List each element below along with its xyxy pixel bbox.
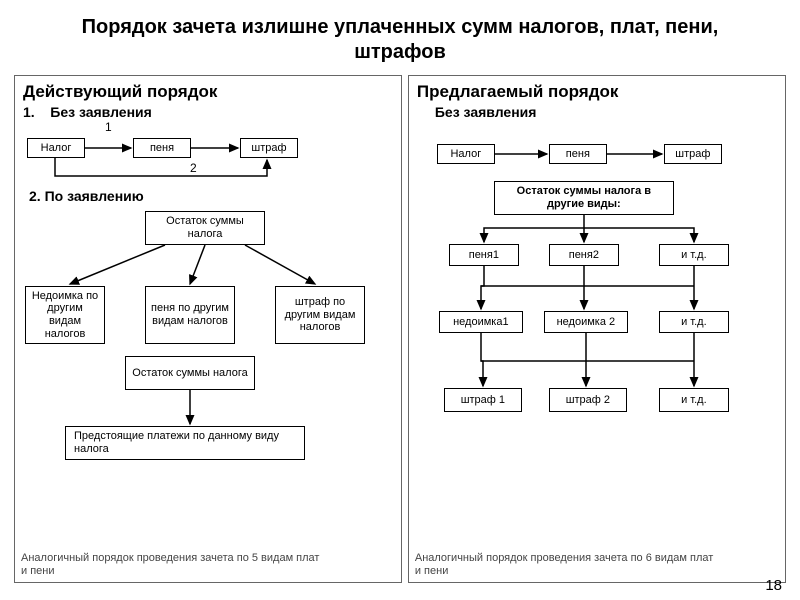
box-penalty: пеня [133, 138, 191, 158]
right-sub: Без заявления [435, 104, 777, 120]
r-box-remain-types: Остаток суммы налога в другие виды: [494, 181, 674, 215]
right-footer: Аналогичный порядок проведения зачета по… [415, 552, 715, 578]
left-footer: Аналогичный порядок проведения зачета по… [21, 552, 321, 578]
r-a1: недоимка1 [439, 311, 523, 333]
r-box-tax: Налог [437, 144, 495, 164]
r-p2: пеня2 [549, 244, 619, 266]
box-fine: штраф [240, 138, 298, 158]
box-penalty-other: пеня по другим видам налогов [145, 286, 235, 344]
r-box-penalty: пеня [549, 144, 607, 164]
label-2: 2 [190, 161, 197, 175]
panels-container: Действующий порядок 1. Без заявления Нал… [0, 75, 800, 583]
r-f3: и т.д. [659, 388, 729, 412]
left-heading: Действующий порядок [23, 82, 393, 102]
box-tax: Налог [27, 138, 85, 158]
r-f1: штраф 1 [444, 388, 522, 412]
page-number: 18 [765, 577, 782, 594]
r-f2: штраф 2 [549, 388, 627, 412]
box-remain: Остаток суммы налога [145, 211, 265, 245]
r-p1: пеня1 [449, 244, 519, 266]
right-panel: Предлагаемый порядок Без заявления Налог… [408, 75, 786, 583]
left-sub2: 2. По заявлению [29, 188, 144, 204]
r-a3: и т.д. [659, 311, 729, 333]
sub1-text: Без заявления [50, 104, 152, 120]
box-upcoming: Предстоящие платежи по данному виду нало… [65, 426, 305, 460]
label-1: 1 [105, 120, 112, 134]
box-arrears: Недоимка по другим видам налогов [25, 286, 105, 344]
box-remain2: Остаток суммы налога [125, 356, 255, 390]
left-panel: Действующий порядок 1. Без заявления Нал… [14, 75, 402, 583]
sub1-prefix: 1. [23, 104, 35, 120]
box-fine-other: штраф по другим видам налогов [275, 286, 365, 344]
page-title: Порядок зачета излишне уплаченных сумм н… [0, 0, 800, 75]
r-a2: недоимка 2 [544, 311, 628, 333]
r-box-fine: штраф [664, 144, 722, 164]
right-heading: Предлагаемый порядок [417, 82, 777, 102]
left-sub1: 1. Без заявления [23, 104, 393, 120]
r-p3: и т.д. [659, 244, 729, 266]
